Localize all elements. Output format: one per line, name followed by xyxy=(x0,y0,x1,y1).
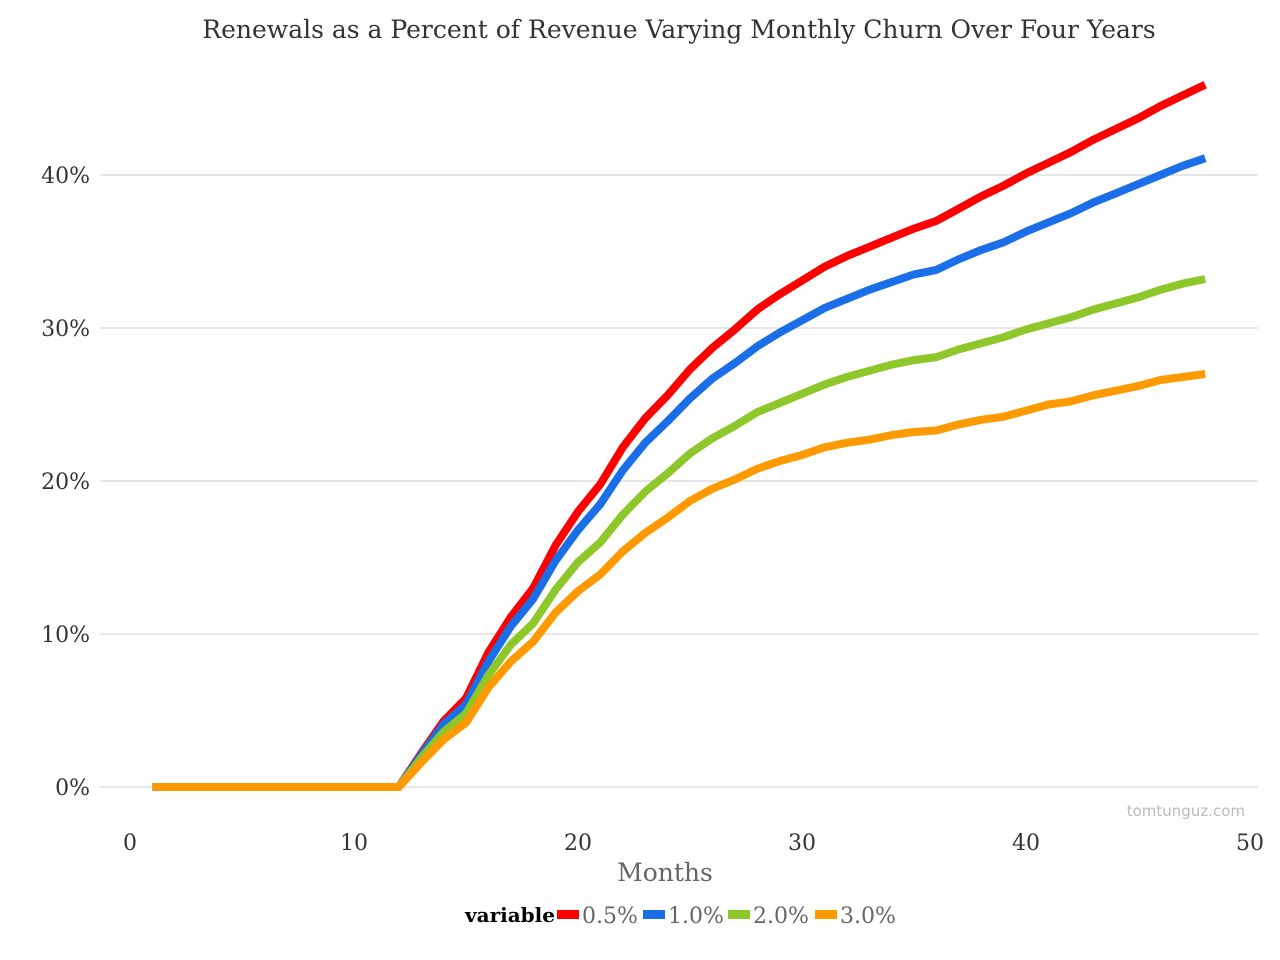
y-tick-label: 30% xyxy=(41,317,90,342)
legend-swatch xyxy=(557,910,579,919)
series-line-2-0 xyxy=(152,275,1207,791)
x-tick-label: 50 xyxy=(1236,831,1264,856)
x-axis-label: Months xyxy=(617,858,713,887)
watermark: tomtunguz.com xyxy=(1127,802,1245,820)
legend-items: 0.5% 1.0% 2.0% 3.0% xyxy=(557,904,896,929)
x-tick-label: 0 xyxy=(123,831,137,856)
gridlines xyxy=(100,174,1258,788)
series-line-0-5 xyxy=(152,81,1207,791)
legend: variable 0.5% 1.0% 2.0% 3.0% xyxy=(464,903,896,929)
legend-swatch xyxy=(815,910,837,919)
legend-item: 1.0% xyxy=(643,904,724,929)
x-tick-label: 30 xyxy=(788,831,816,856)
series-line-3-0 xyxy=(152,369,1206,791)
legend-item: 0.5% xyxy=(557,904,638,929)
legend-label: 2.0% xyxy=(753,904,809,929)
y-tick-label: 40% xyxy=(41,164,90,189)
legend-title: variable xyxy=(464,903,555,927)
legend-swatch xyxy=(728,910,750,919)
chart-title: Renewals as a Percent of Revenue Varying… xyxy=(202,15,1155,44)
legend-label: 1.0% xyxy=(668,904,724,929)
legend-label: 3.0% xyxy=(840,904,896,929)
x-axis-ticks: 0 10 20 30 40 50 xyxy=(123,831,1264,856)
legend-item: 3.0% xyxy=(815,904,896,929)
series-line-1-0 xyxy=(152,154,1207,791)
x-tick-label: 20 xyxy=(564,831,592,856)
series-lines xyxy=(152,81,1207,791)
y-tick-label: 0% xyxy=(55,776,90,801)
legend-swatch xyxy=(643,910,665,919)
x-tick-label: 40 xyxy=(1012,831,1040,856)
y-axis-ticks: 0% 10% 20% 30% 40% xyxy=(41,164,90,801)
x-tick-label: 10 xyxy=(340,831,368,856)
y-tick-label: 20% xyxy=(41,470,90,495)
y-tick-label: 10% xyxy=(41,623,90,648)
legend-item: 2.0% xyxy=(728,904,809,929)
legend-label: 0.5% xyxy=(582,904,638,929)
